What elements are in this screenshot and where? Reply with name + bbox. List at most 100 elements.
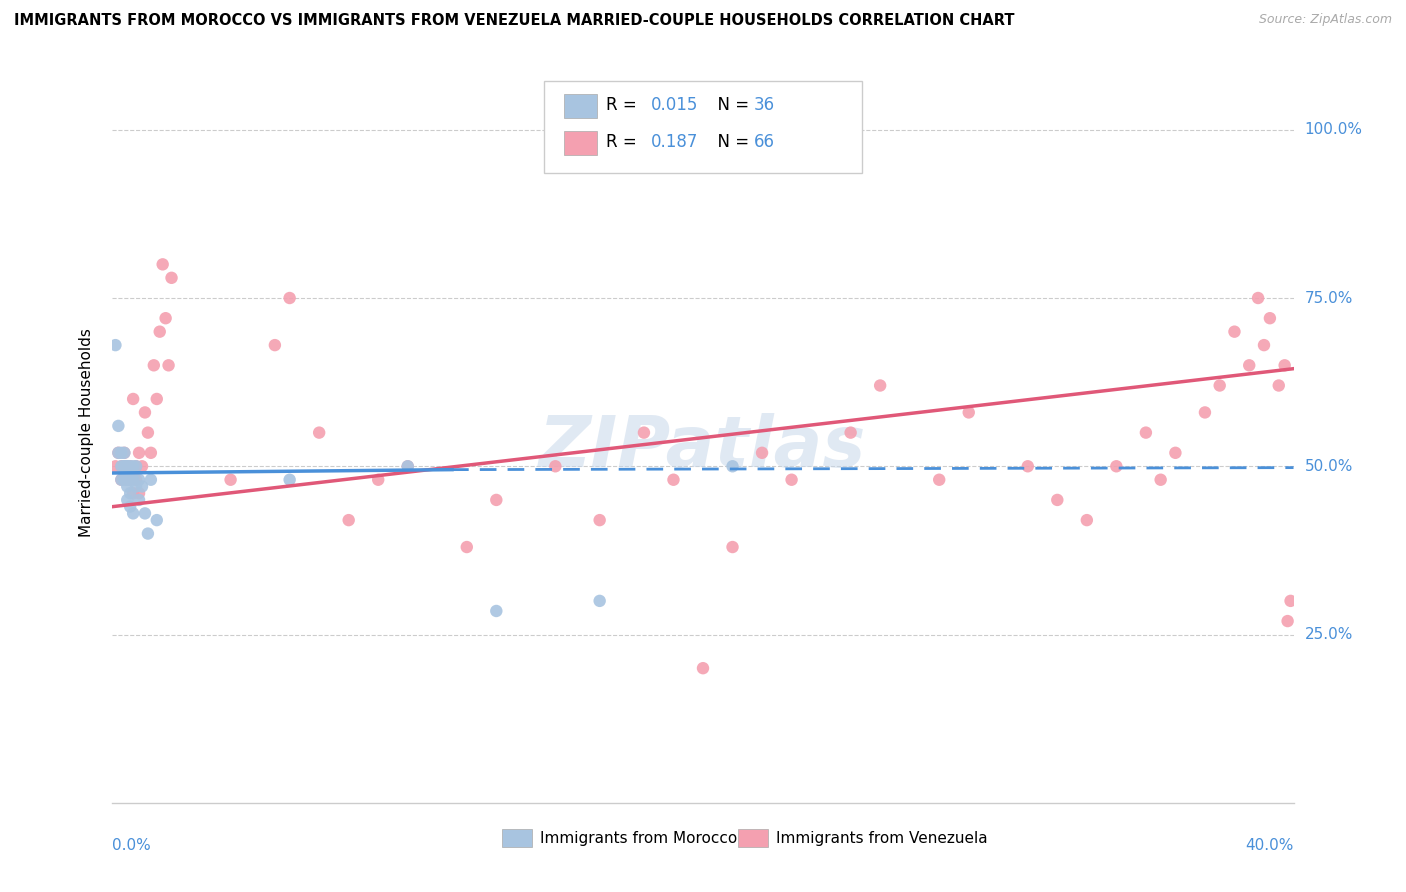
Point bbox=[662, 473, 685, 487]
Point bbox=[1277, 614, 1299, 628]
Text: 36: 36 bbox=[754, 96, 775, 114]
Point bbox=[456, 540, 478, 554]
Point bbox=[1279, 594, 1302, 608]
Point bbox=[112, 459, 135, 474]
Point bbox=[120, 459, 142, 474]
Point bbox=[120, 459, 142, 474]
Point bbox=[104, 338, 127, 352]
Point bbox=[112, 473, 135, 487]
Text: Immigrants from Venezuela: Immigrants from Venezuela bbox=[776, 830, 988, 846]
Point bbox=[128, 486, 150, 500]
Point bbox=[125, 459, 148, 474]
Point bbox=[117, 459, 138, 474]
Point bbox=[146, 513, 169, 527]
Text: R =: R = bbox=[606, 134, 643, 152]
Point bbox=[155, 311, 177, 326]
Point bbox=[128, 492, 150, 507]
FancyBboxPatch shape bbox=[564, 131, 596, 155]
Point bbox=[367, 473, 389, 487]
Point bbox=[1258, 311, 1281, 326]
Text: 0.015: 0.015 bbox=[651, 96, 699, 114]
Text: 50.0%: 50.0% bbox=[1305, 458, 1353, 474]
Point bbox=[1247, 291, 1270, 305]
Point bbox=[1268, 378, 1291, 392]
Point bbox=[104, 459, 127, 474]
Point bbox=[1223, 325, 1246, 339]
Point bbox=[692, 661, 714, 675]
Point bbox=[136, 425, 159, 440]
Point bbox=[278, 291, 301, 305]
Text: ZIPatlas: ZIPatlas bbox=[540, 413, 866, 482]
Point bbox=[107, 446, 129, 460]
Point bbox=[633, 425, 655, 440]
Point bbox=[110, 473, 132, 487]
Point bbox=[117, 479, 138, 493]
Point bbox=[957, 405, 980, 419]
Text: Immigrants from Morocco: Immigrants from Morocco bbox=[540, 830, 737, 846]
Point bbox=[112, 446, 135, 460]
Point bbox=[308, 425, 330, 440]
Point bbox=[122, 507, 145, 521]
Point bbox=[128, 446, 150, 460]
Point bbox=[110, 459, 132, 474]
FancyBboxPatch shape bbox=[502, 829, 531, 847]
Point bbox=[544, 459, 567, 474]
FancyBboxPatch shape bbox=[564, 95, 596, 118]
Y-axis label: Married-couple Households: Married-couple Households bbox=[79, 328, 94, 537]
Point bbox=[264, 338, 287, 352]
Point bbox=[1164, 446, 1187, 460]
Text: IMMIGRANTS FROM MOROCCO VS IMMIGRANTS FROM VENEZUELA MARRIED-COUPLE HOUSEHOLDS C: IMMIGRANTS FROM MOROCCO VS IMMIGRANTS FR… bbox=[14, 13, 1015, 29]
Point bbox=[107, 446, 129, 460]
Point bbox=[120, 473, 142, 487]
Text: 25.0%: 25.0% bbox=[1305, 627, 1353, 642]
Point bbox=[112, 446, 135, 460]
Point bbox=[117, 459, 138, 474]
Text: 100.0%: 100.0% bbox=[1305, 122, 1362, 137]
Text: 0.187: 0.187 bbox=[651, 134, 699, 152]
Point bbox=[278, 473, 301, 487]
Text: N =: N = bbox=[707, 134, 754, 152]
Point bbox=[110, 459, 132, 474]
Point bbox=[120, 473, 142, 487]
Point bbox=[396, 459, 419, 474]
Point bbox=[721, 540, 744, 554]
Point bbox=[110, 446, 132, 460]
Point bbox=[134, 405, 156, 419]
Point bbox=[1253, 338, 1275, 352]
Point bbox=[112, 459, 135, 474]
Point bbox=[839, 425, 862, 440]
Point bbox=[928, 473, 950, 487]
Point bbox=[122, 459, 145, 474]
FancyBboxPatch shape bbox=[544, 81, 862, 173]
Text: 75.0%: 75.0% bbox=[1305, 291, 1353, 305]
Point bbox=[869, 378, 891, 392]
Point bbox=[125, 479, 148, 493]
Point bbox=[136, 526, 159, 541]
Point bbox=[134, 507, 156, 521]
Text: 40.0%: 40.0% bbox=[1246, 838, 1294, 853]
Text: R =: R = bbox=[606, 96, 643, 114]
Point bbox=[122, 473, 145, 487]
Point bbox=[1076, 513, 1098, 527]
Point bbox=[139, 446, 162, 460]
Point bbox=[485, 604, 508, 618]
Point bbox=[117, 473, 138, 487]
Point bbox=[337, 513, 360, 527]
Point bbox=[149, 325, 172, 339]
Point bbox=[117, 473, 138, 487]
Point bbox=[157, 359, 180, 373]
Point bbox=[588, 594, 610, 608]
Point bbox=[125, 473, 148, 487]
Point bbox=[721, 459, 744, 474]
Point bbox=[1274, 359, 1296, 373]
Point bbox=[1150, 473, 1173, 487]
Point bbox=[107, 418, 129, 433]
Point bbox=[139, 473, 162, 487]
Point bbox=[112, 459, 135, 474]
Point bbox=[117, 459, 138, 474]
Point bbox=[110, 473, 132, 487]
Point bbox=[117, 492, 138, 507]
Point bbox=[131, 479, 153, 493]
Point bbox=[1194, 405, 1216, 419]
Point bbox=[122, 392, 145, 406]
